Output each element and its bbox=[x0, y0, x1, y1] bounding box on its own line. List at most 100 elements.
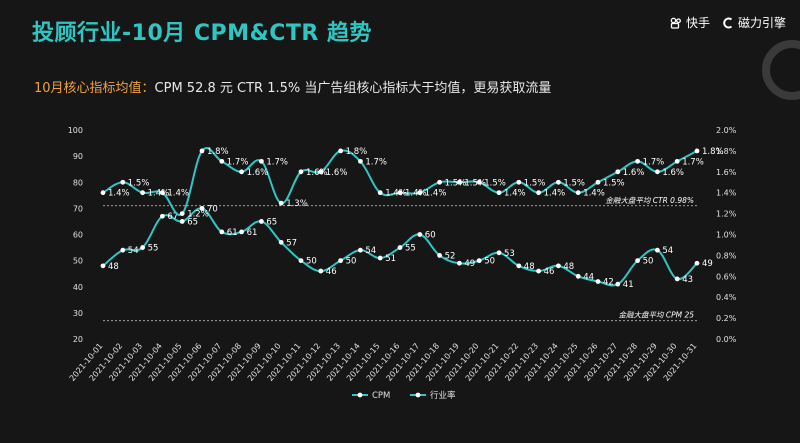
right-axis-tick: 1.8% bbox=[716, 147, 737, 156]
ctr-data-label: 1.5% bbox=[603, 178, 625, 188]
legend-marker bbox=[415, 392, 421, 398]
cpm-data-label: 42 bbox=[603, 278, 614, 288]
left-axis-tick: 90 bbox=[73, 152, 83, 161]
cili-logo: 磁力引擎 bbox=[722, 14, 786, 31]
ctr-point bbox=[674, 158, 680, 164]
cpm-data-label: 54 bbox=[128, 246, 139, 256]
ctr-point bbox=[457, 179, 462, 185]
ctr-data-label: 1.7% bbox=[365, 157, 387, 167]
cpm-point bbox=[655, 247, 660, 253]
ctr-data-label: 1.5% bbox=[128, 178, 150, 188]
cpm-data-label: 52 bbox=[445, 251, 456, 261]
cpm-point bbox=[259, 219, 264, 224]
cpm-point bbox=[476, 258, 482, 264]
right-axis-tick: 1.6% bbox=[716, 168, 737, 177]
cpm-point bbox=[457, 260, 462, 266]
left-axis-tick: 60 bbox=[73, 231, 83, 240]
subtitle-accent: 10月核心指标均值： bbox=[34, 81, 155, 96]
cpm-point bbox=[120, 247, 126, 253]
ctr-point bbox=[160, 190, 165, 196]
ctr-point bbox=[476, 179, 482, 185]
cpm-data-label: 46 bbox=[326, 267, 337, 277]
ctr-data-label: 1.6% bbox=[306, 168, 328, 178]
ctr-point bbox=[338, 148, 343, 154]
ctr-data-label: 1.8% bbox=[207, 147, 229, 157]
cpm-point bbox=[358, 247, 363, 253]
legend-marker bbox=[357, 392, 363, 398]
ctr-data-label: 1.5% bbox=[524, 178, 546, 188]
kuaishou-logo: 快手 bbox=[670, 14, 710, 31]
cpm-data-label: 65 bbox=[266, 217, 277, 227]
cpm-data-label: 43 bbox=[682, 275, 693, 285]
cpm-point bbox=[635, 258, 640, 264]
cpm-point bbox=[437, 253, 442, 258]
ctr-point bbox=[298, 169, 304, 175]
cpm-data-label: 70 bbox=[207, 204, 218, 214]
cpm-point bbox=[100, 263, 106, 269]
ctr-point bbox=[318, 169, 324, 175]
cpm-data-label: 50 bbox=[306, 257, 317, 267]
ctr-data-label: 1.8% bbox=[346, 147, 368, 157]
ctr-point bbox=[417, 190, 423, 196]
reference-label: 金融大盘平均 CPM 25 bbox=[618, 311, 694, 320]
cpm-data-label: 48 bbox=[563, 262, 574, 272]
ctr-point bbox=[694, 148, 700, 154]
right-axis-tick: 0.2% bbox=[716, 314, 737, 323]
ctr-point bbox=[219, 158, 225, 164]
cpm-data-label: 51 bbox=[385, 254, 396, 264]
cpm-point bbox=[179, 219, 185, 224]
ctr-data-label: 1.4% bbox=[148, 189, 170, 199]
ctr-data-label: 1.6% bbox=[623, 168, 645, 178]
ctr-data-label: 1.7% bbox=[227, 157, 249, 167]
left-axis-tick: 40 bbox=[73, 283, 83, 292]
cpm-data-label: 61 bbox=[247, 228, 258, 238]
cpm-data-label: 60 bbox=[425, 231, 436, 241]
cpm-point bbox=[298, 258, 304, 264]
ctr-data-label: 1.3% bbox=[286, 199, 308, 209]
ctr-point bbox=[516, 179, 522, 185]
legend-item: CPM bbox=[372, 391, 390, 401]
cpm-data-label: 61 bbox=[227, 228, 238, 238]
cpm-data-label: 48 bbox=[108, 262, 119, 272]
ctr-point bbox=[556, 179, 561, 185]
cpm-point bbox=[516, 263, 522, 269]
cpm-point bbox=[496, 250, 502, 256]
right-axis-tick: 1.4% bbox=[716, 189, 737, 198]
ctr-point bbox=[179, 211, 185, 217]
page-title: 投顾行业-10月 CPM&CTR 趋势 bbox=[32, 21, 373, 46]
cpm-point bbox=[417, 232, 423, 237]
ctr-data-label: 1.8% bbox=[702, 147, 724, 157]
cpm-point bbox=[615, 281, 621, 287]
cpm-data-label: 44 bbox=[583, 272, 594, 282]
ctr-point bbox=[120, 179, 126, 185]
cpm-data-label: 50 bbox=[484, 257, 495, 267]
left-axis-tick: 100 bbox=[68, 126, 83, 135]
brand-logos: 快手 磁力引擎 bbox=[670, 14, 786, 31]
cpm-data-label: 55 bbox=[148, 244, 159, 254]
ctr-point bbox=[358, 158, 363, 164]
left-axis-tick: 20 bbox=[73, 335, 83, 344]
cpm-point bbox=[397, 245, 403, 250]
ctr-point bbox=[635, 158, 640, 164]
corner-decoration bbox=[762, 40, 800, 100]
cpm-point bbox=[556, 263, 561, 269]
kuaishou-text: 快手 bbox=[685, 16, 710, 30]
left-axis-tick: 30 bbox=[73, 309, 83, 318]
ctr-point bbox=[278, 200, 284, 206]
cili-icon bbox=[723, 17, 733, 28]
reference-label: 金融大盘平均 CTR 0.98% bbox=[605, 196, 694, 205]
ctr-point bbox=[397, 190, 403, 196]
right-axis-tick: 2.0% bbox=[716, 126, 737, 135]
ctr-data-label: 1.4% bbox=[425, 189, 447, 199]
right-axis-tick: 0.4% bbox=[716, 293, 737, 302]
cpm-point bbox=[199, 205, 205, 211]
ctr-point bbox=[377, 190, 383, 196]
cpm-data-label: 50 bbox=[346, 257, 357, 267]
ctr-point bbox=[655, 169, 660, 175]
cpm-point bbox=[219, 229, 225, 235]
ctr-data-label: 1.2% bbox=[187, 210, 209, 220]
cpm-point bbox=[377, 255, 383, 261]
cpm-point bbox=[140, 245, 146, 250]
cpm-data-label: 53 bbox=[504, 249, 515, 259]
ctr-data-label: 1.6% bbox=[247, 168, 269, 178]
